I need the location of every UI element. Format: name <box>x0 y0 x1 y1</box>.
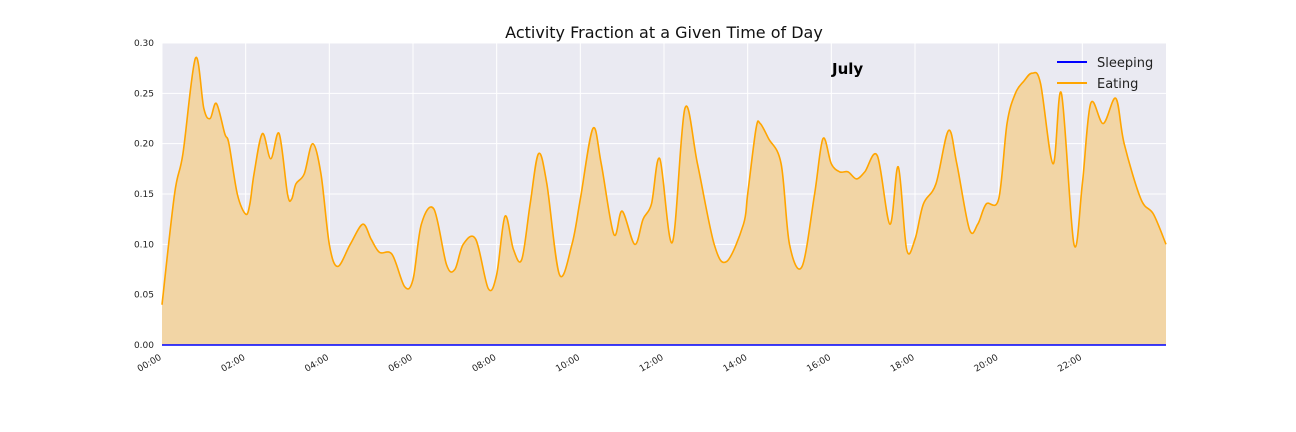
month-annotation: July <box>831 60 863 78</box>
x-tick-label: 06:00 <box>387 353 415 375</box>
y-axis-ticks: 0.00 0.05 0.10 0.15 0.20 0.25 0.30 <box>134 39 154 351</box>
y-tick-label: 0.00 <box>134 341 154 351</box>
x-tick-label: 10:00 <box>554 353 582 375</box>
legend-eating-label: Eating <box>1097 77 1138 92</box>
x-tick-label: 20:00 <box>973 353 1001 375</box>
x-tick-label: 18:00 <box>889 353 917 375</box>
series-layer <box>161 56 1167 346</box>
x-tick-label: 02:00 <box>220 353 248 375</box>
y-tick-label: 0.20 <box>134 140 154 150</box>
y-tick-label: 0.05 <box>134 291 154 301</box>
x-tick-label: 04:00 <box>303 353 331 375</box>
x-tick-label: 12:00 <box>638 353 666 375</box>
x-tick-label: 22:00 <box>1056 353 1084 375</box>
y-tick-label: 0.10 <box>134 240 154 250</box>
legend: Sleeping Eating <box>1057 56 1153 92</box>
chart-title: Activity Fraction at a Given Time of Day <box>505 23 823 42</box>
eating-line <box>161 56 1167 305</box>
x-axis-ticks: 00:00 02:00 04:00 06:00 08:00 10:00 12:00 14:00… <box>136 353 1084 375</box>
x-tick-label: 00:00 <box>136 353 164 375</box>
x-tick-label: 08:00 <box>471 353 499 375</box>
y-tick-label: 0.25 <box>134 89 154 99</box>
legend-sleeping-label: Sleeping <box>1097 56 1153 71</box>
y-tick-label: 0.30 <box>134 39 154 49</box>
x-tick-label: 16:00 <box>805 353 833 375</box>
x-tick-label: 14:00 <box>722 353 750 375</box>
eating-area <box>162 57 1166 345</box>
y-tick-label: 0.15 <box>134 190 154 200</box>
